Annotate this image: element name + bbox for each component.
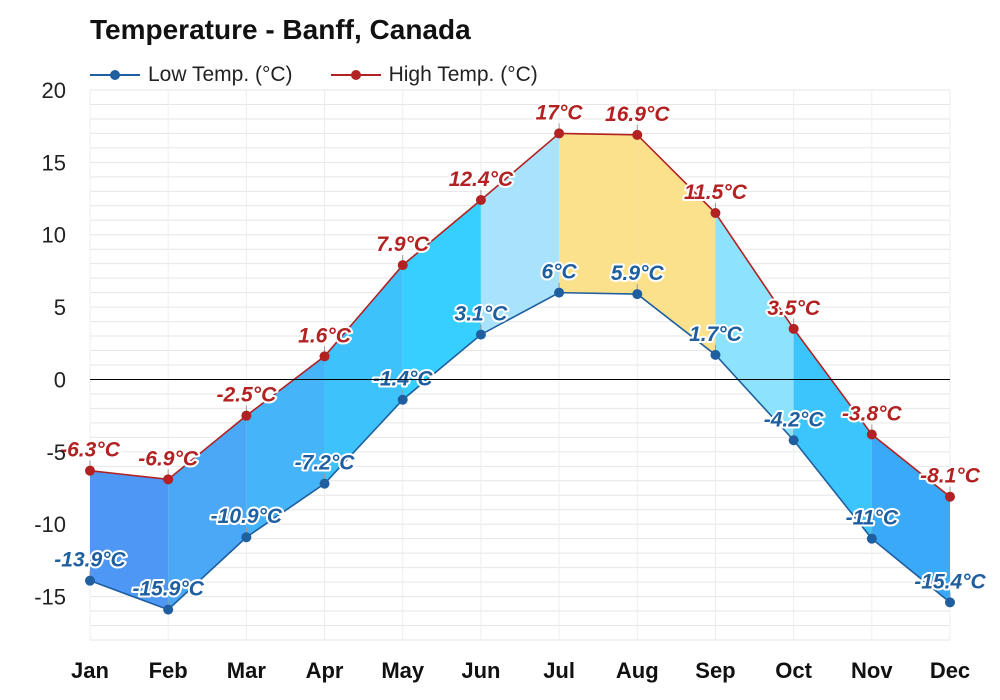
low-temp-label: 1.7°C [689,323,743,346]
y-tick-label: -15 [34,585,66,610]
high-temp-label: 17°C [536,101,584,124]
low-temp-point [397,394,408,405]
high-temp-line [89,132,951,498]
range-band [559,133,638,295]
high-temp-point [632,129,643,140]
low-temp-label: -13.9°C [54,549,126,572]
low-temp-label: 5.9°C [611,262,665,285]
legend: Low Temp. (°C) High Temp. (°C) [90,60,576,90]
high-temp-point [710,208,721,219]
x-tick-label: Oct [775,658,812,683]
low-temp-point [866,533,877,544]
high-temp-point [866,429,877,440]
low-temp-label: -11°C [846,507,899,530]
x-tick-label: Sep [695,658,735,683]
range-band [793,328,872,539]
range-band [637,134,716,355]
band-layer [90,133,950,610]
high-temp-label: -6.3°C [60,439,121,462]
label-layer: -6.3°C -13.9°C -6.9°C -15.9°C -2.5°C -10.9°C 1… [52,99,988,602]
low-temp-point [319,478,330,489]
low-temp-label: -4.2°C [764,408,825,431]
low-temp-label: -15.9°C [132,578,204,601]
high-temp-label: 1.6°C [298,324,352,347]
y-tick-label: 15 [42,150,66,175]
high-temp-point [241,410,252,421]
high-temp-point [475,195,486,205]
high-temp-label: -2.5°C [216,384,277,407]
low-temp-point [241,532,252,543]
legend-high-label: High Temp. (°C) [388,63,538,86]
low-temp-label: -15.4°C [914,570,986,593]
low-temp-label: 6°C [541,261,577,284]
x-tick-label: Apr [306,658,344,683]
low-temp-point [85,575,95,586]
low-temp-point [475,329,486,340]
legend-high-swatch [330,70,381,80]
x-tick-label: Feb [149,658,188,683]
range-band [402,200,481,400]
y-tick-label: 0 [54,367,66,392]
legend-item-high[interactable]: High Temp. (°C) [330,63,538,87]
legend-item-low[interactable]: Low Temp. (°C) [90,63,293,87]
point-layer [85,123,955,615]
low-temp-point [632,289,643,300]
y-tick-label: -5 [46,440,66,465]
y-tick-label: 20 [42,78,66,103]
high-temp-label: 11.5°C [684,181,748,204]
x-tick-label: Jan [71,658,109,683]
high-temp-point [788,323,799,334]
high-temp-point [397,260,408,271]
axis-layer: Jan Feb Mar Apr May Jun Jul Aug Sep Oct Nov Dec 20 15… [34,78,970,683]
high-temp-label: -3.8°C [842,402,903,425]
low-temp-point [554,287,565,298]
high-temp-point [945,491,955,502]
range-band [324,265,403,484]
x-tick-label: Dec [930,658,970,683]
high-temp-point [163,474,174,485]
low-temp-point [945,597,955,608]
high-temp-label: 16.9°C [605,103,670,126]
high-temp-label: 12.4°C [449,168,514,191]
low-temp-label: 3.1°C [455,303,509,326]
high-temp-point [554,128,565,139]
low-temp-label: -10.9°C [211,505,283,528]
low-temp-point [163,604,174,615]
x-tick-label: Nov [851,658,893,683]
legend-low-label: Low Temp. (°C) [148,63,293,86]
high-temp-label: -8.1°C [920,465,981,488]
high-temp-point [319,351,330,362]
x-tick-label: Jun [461,658,500,683]
x-tick-label: May [381,658,425,683]
line-layer [89,132,951,611]
range-band [715,213,794,441]
x-tick-label: Jul [543,658,575,683]
x-tick-label: Aug [616,658,659,683]
high-temp-label: -6.9°C [138,447,199,470]
y-tick-label: -10 [34,512,66,537]
range-band [90,470,169,610]
x-tick-label: Mar [227,658,267,683]
low-temp-point [710,349,721,360]
range-band [871,434,950,603]
y-tick-label: 5 [54,295,66,320]
y-tick-label: 10 [42,223,66,248]
chart-title: Temperature - Banff, Canada [90,14,471,45]
legend-low-swatch [90,70,140,80]
low-temp-line [89,291,951,611]
high-temp-label: 3.5°C [767,297,821,320]
low-temp-label: -7.2°C [295,452,356,475]
high-temp-point [85,465,95,476]
high-temp-label: 7.9°C [376,233,430,256]
low-temp-point [788,435,799,446]
